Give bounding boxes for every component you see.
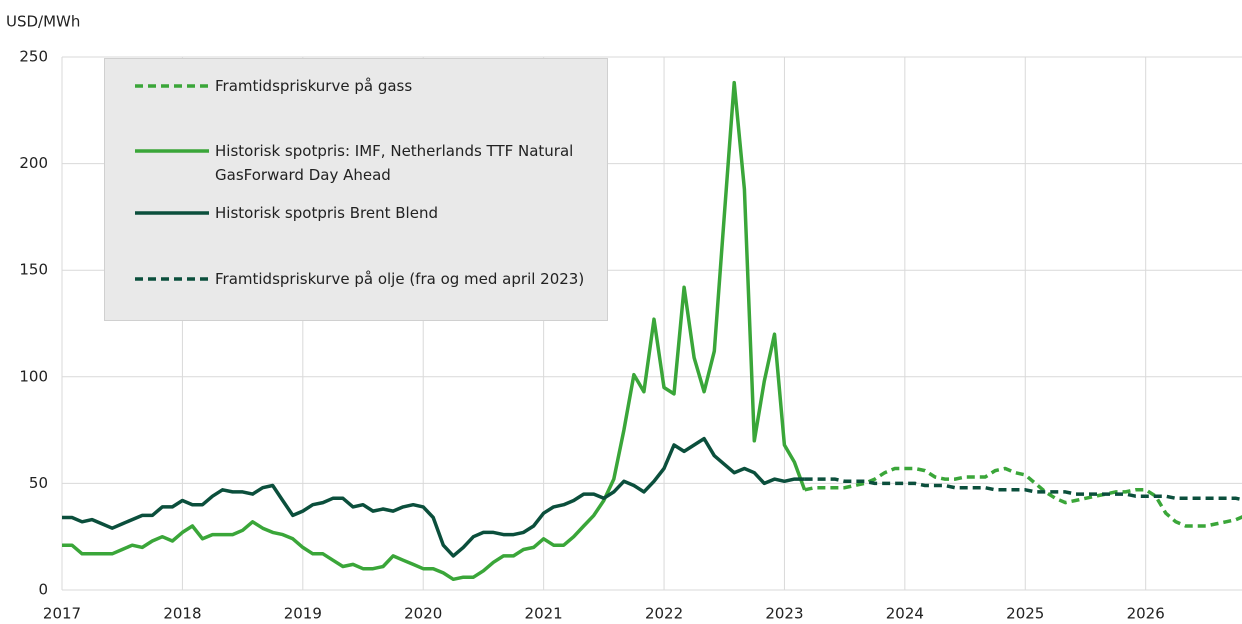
- x-tick-label: 2020: [404, 605, 442, 623]
- x-tick-label: 2022: [645, 605, 683, 623]
- legend-label: Historisk spotpris: IMF, Netherlands TTF…: [215, 142, 574, 184]
- y-axis-label: USD/MWh: [6, 13, 80, 31]
- y-tick-label: 0: [38, 581, 48, 599]
- x-tick-label: 2026: [1127, 605, 1165, 623]
- legend: Framtidspriskurve på gass Historisk spotp…: [104, 58, 608, 321]
- y-tick-label: 150: [19, 261, 48, 279]
- legend-swatch: [135, 211, 209, 215]
- legend-label: Framtidspriskurve på gass: [215, 77, 413, 95]
- y-tick-label: 250: [19, 48, 48, 66]
- y-tick-label: 50: [29, 474, 48, 492]
- legend-item: Framtidspriskurve på olje (fra og med ap…: [133, 267, 585, 291]
- legend-label: Historisk spotpris Brent Blend: [215, 204, 438, 222]
- x-tick-label: 2021: [525, 605, 563, 623]
- legend-item: Historisk spotpris: IMF, Netherlands TTF…: [133, 139, 585, 187]
- legend-swatch: [135, 149, 209, 153]
- x-tick-label: 2019: [284, 605, 322, 623]
- y-tick-label: 100: [19, 367, 48, 385]
- x-tick-label: 2024: [886, 605, 924, 623]
- line-series: [804, 466, 1242, 528]
- line-series: [62, 80, 807, 582]
- legend-item: Framtidspriskurve på gass: [133, 74, 585, 98]
- x-tick-label: 2025: [1006, 605, 1044, 623]
- line-series: [804, 477, 1242, 502]
- legend-label: Framtidspriskurve på olje (fra og med ap…: [215, 270, 585, 288]
- legend-swatch: [135, 277, 209, 281]
- legend-item: Historisk spotpris Brent Blend: [133, 201, 585, 225]
- x-tick-label: 2018: [163, 605, 201, 623]
- x-tick-label: 2017: [43, 605, 81, 623]
- line-series: [62, 436, 805, 558]
- legend-swatch: [135, 84, 209, 88]
- x-tick-label: 2023: [765, 605, 803, 623]
- y-tick-label: 200: [19, 154, 48, 172]
